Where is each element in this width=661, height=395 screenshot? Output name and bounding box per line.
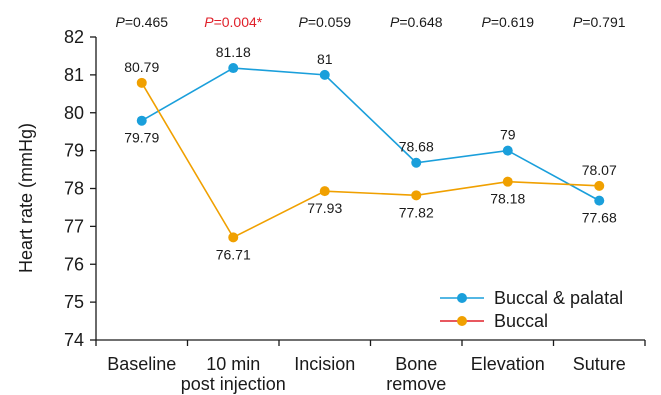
p-value-label: P=0.791	[573, 14, 626, 30]
p-symbol: P	[298, 14, 308, 30]
series-2-point	[319, 186, 330, 197]
p-symbol: P	[204, 14, 214, 30]
data-label: 80.79	[124, 59, 159, 75]
x-tick-label: Baseline	[107, 354, 176, 374]
y-tick-label: 81	[64, 65, 84, 85]
data-label: 79	[500, 127, 516, 143]
series-2-point	[228, 232, 239, 243]
series-layer: 79.79 81.18 81 78.68 79 77.68 80.79 76.71 77.93 7…	[124, 44, 617, 262]
x-tick-label-line: remove	[386, 374, 446, 394]
p-value-label: P=0.619	[481, 14, 534, 30]
y-tick-label: 78	[64, 179, 84, 199]
p-value-number: =0.465	[125, 14, 168, 30]
series-2-point	[502, 176, 513, 187]
data-label: 81.18	[216, 44, 251, 60]
p-symbol: P	[115, 14, 125, 30]
p-value-label: P=0.648	[390, 14, 443, 30]
x-tick-label-line: Baseline	[107, 354, 176, 374]
y-axis-ticks: 74 75 76 77 78 79 80 81 82	[64, 27, 96, 350]
series-1-point	[594, 195, 605, 206]
legend-label-1: Buccal & palatal	[494, 288, 623, 308]
x-tick-label: 10 min post injection	[181, 354, 286, 394]
p-value-number: =0.004*	[214, 14, 263, 30]
series-1-point	[136, 115, 147, 126]
series-1-point	[502, 145, 513, 156]
p-value-number: =0.648	[399, 14, 442, 30]
data-label: 77.93	[307, 200, 342, 216]
series-2-point	[136, 77, 147, 88]
p-value-label: P=0.059	[298, 14, 351, 30]
p-symbol: P	[573, 14, 583, 30]
y-tick-label: 76	[64, 254, 84, 274]
series-line-1	[141, 67, 600, 202]
x-tick-label: Incision	[294, 354, 355, 374]
data-label: 77.68	[582, 210, 617, 226]
p-symbol: P	[390, 14, 400, 30]
series-2-point	[411, 190, 422, 201]
x-tick-label: Elevation	[471, 354, 545, 374]
legend-label-2: Buccal	[494, 311, 548, 331]
y-tick-label: 75	[64, 292, 84, 312]
y-tick-label: 74	[64, 330, 84, 350]
p-value-number: =0.791	[582, 14, 625, 30]
x-tick-label-line: Elevation	[471, 354, 545, 374]
x-tick-label-line: Bone	[395, 354, 437, 374]
x-tick-label: Suture	[573, 354, 626, 374]
data-label: 78.18	[490, 191, 525, 207]
x-tick-label-line: post injection	[181, 374, 286, 394]
p-value-label: P=0.465	[115, 14, 168, 30]
series-2-point	[594, 180, 605, 191]
p-value-number: =0.619	[491, 14, 534, 30]
series-1-point	[411, 157, 422, 168]
x-tick-label: Bone remove	[386, 354, 446, 394]
y-tick-label: 80	[64, 103, 84, 123]
legend: Buccal & palatal Buccal	[440, 288, 623, 331]
y-tick-label: 82	[64, 27, 84, 47]
series-line-2	[141, 82, 600, 239]
x-tick-label-line: Incision	[294, 354, 355, 374]
data-label: 81	[317, 51, 333, 67]
p-value-number: =0.059	[308, 14, 351, 30]
data-label: 78.07	[582, 162, 617, 178]
data-label: 78.68	[399, 139, 434, 155]
series-1-point	[228, 63, 239, 74]
x-tick-label-line: Suture	[573, 354, 626, 374]
legend-marker-2	[457, 316, 467, 326]
y-tick-label: 77	[64, 216, 84, 236]
y-axis-label: Heart rate (mmHg)	[16, 123, 36, 273]
x-tick-label-line: 10 min	[206, 354, 260, 374]
p-value-label: P=0.004*	[204, 14, 263, 30]
p-value-row: P=0.465 P=0.004* P=0.059 P=0.648 P=0.619 P=0.…	[115, 14, 625, 30]
y-tick-label: 79	[64, 141, 84, 161]
p-symbol: P	[481, 14, 491, 30]
data-label: 76.71	[216, 246, 251, 262]
series-1-point	[319, 69, 330, 80]
data-label: 79.79	[124, 130, 159, 146]
data-label: 77.82	[399, 204, 434, 220]
legend-marker-1	[457, 293, 467, 303]
